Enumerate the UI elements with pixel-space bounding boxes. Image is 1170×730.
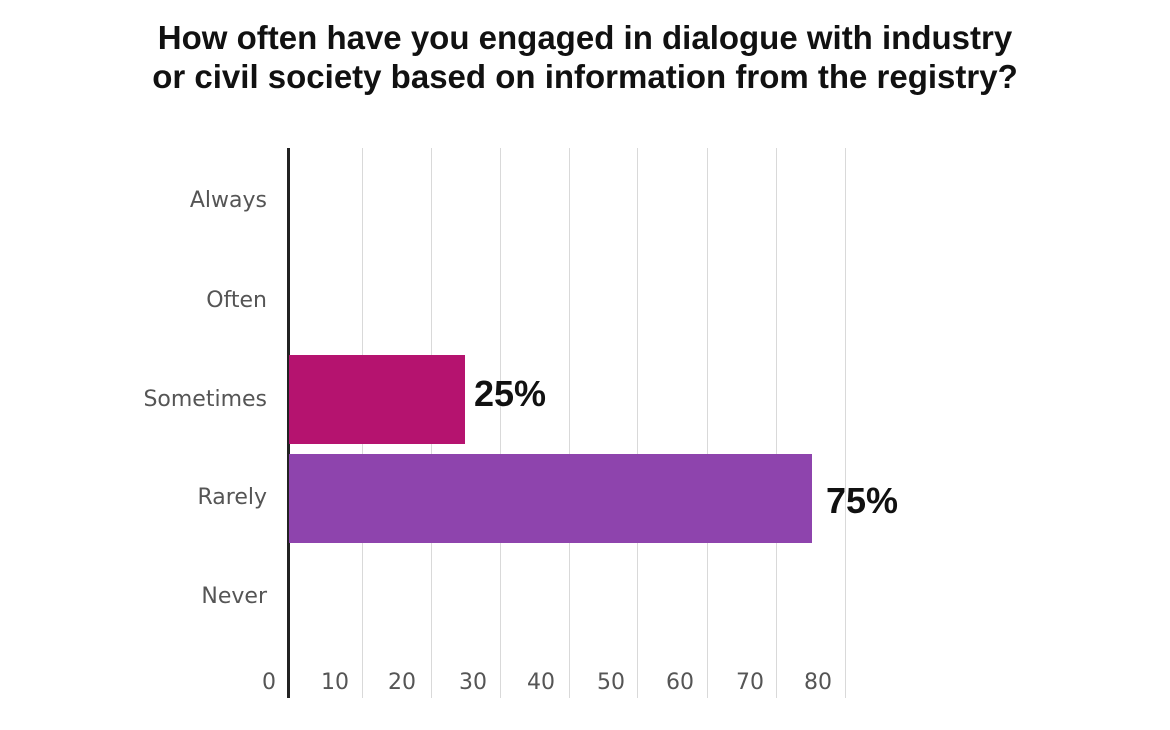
chart-title: How often have you engaged in dialogue w… [0, 18, 1170, 96]
x-tick: 50 [597, 670, 625, 695]
category-label: Often [206, 288, 267, 313]
category-label: Never [201, 584, 267, 609]
x-tick: 20 [388, 670, 416, 695]
gridline [707, 148, 708, 698]
bar-value-label: 75% [826, 480, 899, 521]
title-line-2: or civil society based on information fr… [152, 58, 1018, 95]
category-label: Sometimes [143, 387, 267, 412]
x-tick: 70 [736, 670, 764, 695]
bar-sometimes [289, 355, 465, 444]
gridline [500, 148, 501, 698]
x-tick: 60 [666, 670, 694, 695]
bar-rarely [289, 454, 812, 543]
x-tick: 0 [262, 670, 276, 695]
y-axis-line [287, 148, 290, 698]
x-tick: 10 [321, 670, 349, 695]
title-line-1: How often have you engaged in dialogue w… [157, 19, 1013, 56]
x-tick: 40 [527, 670, 555, 695]
category-label: Always [189, 188, 267, 213]
gridline [776, 148, 777, 698]
gridline [637, 148, 638, 698]
bar-value-label: 25% [474, 373, 547, 414]
gridline [845, 148, 846, 698]
category-label: Rarely [197, 485, 267, 510]
gridline [569, 148, 570, 698]
x-tick: 80 [804, 670, 832, 695]
x-tick: 30 [459, 670, 487, 695]
